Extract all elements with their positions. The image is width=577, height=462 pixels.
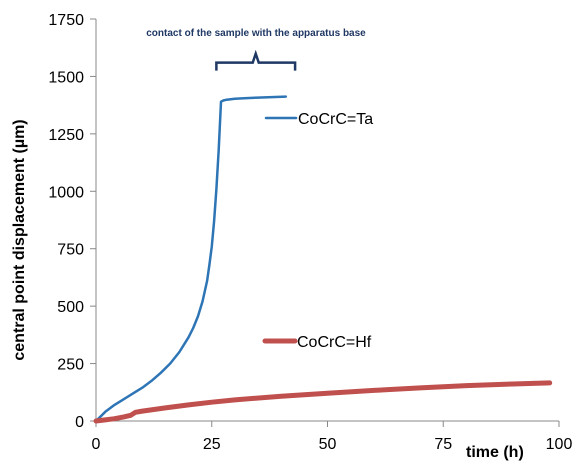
y-tick-label: 1000	[48, 184, 84, 201]
x-tick-label: 50	[319, 436, 337, 453]
legend-label: CoCrC=Hf	[297, 334, 372, 351]
y-tick-label: 1750	[48, 12, 84, 29]
series-layer	[93, 95, 553, 424]
annotation-brace	[215, 49, 297, 71]
series-line-cocrc-ta	[94, 95, 288, 423]
y-tick-label: 1500	[48, 69, 84, 86]
legend: CoCrC=Ta CoCrC=Hf	[262, 111, 373, 351]
x-axis-ticks: 0 25 50 75 100	[92, 421, 573, 453]
series-line-cocrc-hf	[93, 380, 553, 424]
x-axis-title: time (h)	[466, 444, 524, 461]
y-tick-label: 500	[57, 299, 84, 316]
y-axis-ticks: 0 250 500 750 1000 1250 1500 1750	[48, 12, 96, 431]
y-tick-label: 0	[75, 414, 84, 431]
x-tick-label: 0	[92, 436, 101, 453]
annotation: contact of the sample with the apparatus…	[146, 28, 366, 71]
x-tick-label: 75	[434, 436, 452, 453]
x-tick-label: 25	[203, 436, 221, 453]
x-tick-label: 100	[546, 436, 573, 453]
annotation-text: contact of the sample with the apparatus…	[146, 28, 366, 39]
legend-label: CoCrC=Ta	[298, 111, 373, 128]
y-tick-label: 250	[57, 357, 84, 374]
y-axis-title: central point displacement (µm)	[11, 119, 28, 360]
y-tick-label: 750	[57, 242, 84, 259]
y-tick-label: 1250	[48, 127, 84, 144]
